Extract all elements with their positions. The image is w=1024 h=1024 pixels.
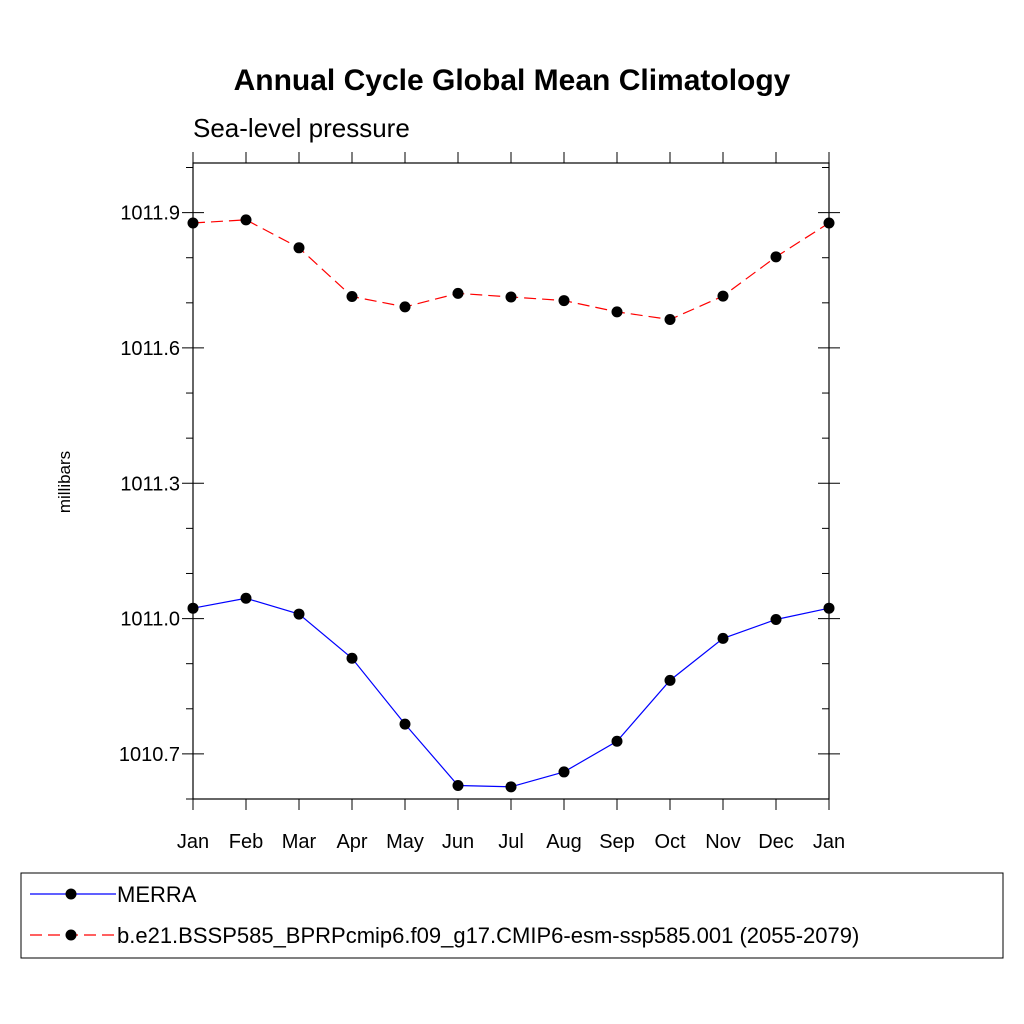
x-tick-label: May	[386, 831, 424, 853]
data-point-series-0	[240, 592, 252, 604]
data-point-series-1	[664, 314, 676, 326]
y-tick-label: 1011.9	[120, 203, 180, 225]
data-point-series-1	[293, 242, 305, 254]
data-point-series-1	[558, 295, 570, 307]
data-point-series-1	[346, 291, 358, 303]
y-tick-label: 1010.7	[119, 744, 180, 766]
data-point-series-1	[240, 214, 252, 226]
plot-frame	[192, 162, 830, 800]
data-point-series-0	[823, 602, 835, 614]
series-layer	[187, 214, 835, 793]
legend-label-merra: MERRA	[117, 882, 197, 907]
y-tick-label: 1011.0	[120, 609, 180, 631]
x-tick-label: Apr	[336, 831, 367, 853]
x-tick-label: Feb	[229, 831, 263, 853]
data-point-series-1	[505, 291, 517, 303]
series-line-1	[192, 219, 830, 321]
data-point-series-0	[452, 779, 464, 791]
legend-marker-model	[65, 929, 77, 941]
data-point-series-1	[187, 217, 199, 229]
x-tick-label: Sep	[599, 831, 635, 853]
y-axis-label: millibars	[55, 451, 74, 513]
y-tick-label: 1011.6	[120, 338, 180, 360]
x-tick-label: Jul	[498, 831, 524, 853]
chart-subtitle: Sea-level pressure	[193, 113, 410, 143]
data-point-series-0	[346, 652, 358, 664]
data-point-series-1	[399, 301, 411, 313]
data-point-series-1	[770, 251, 782, 263]
data-point-series-0	[293, 608, 305, 620]
data-point-series-0	[717, 632, 729, 644]
y-tick-label: 1011.3	[120, 473, 180, 495]
data-point-series-0	[187, 602, 199, 614]
legend-box	[20, 872, 1004, 959]
data-point-series-0	[664, 674, 676, 686]
data-point-series-0	[770, 613, 782, 625]
legend-label-model: b.e21.BSSP585_BPRPcmip6.f09_g17.CMIP6-es…	[117, 923, 859, 948]
x-tick-label: Jun	[442, 831, 474, 853]
x-tick-label: Jan	[177, 831, 209, 853]
x-tick-label: Dec	[758, 831, 794, 853]
data-point-series-1	[717, 290, 729, 302]
x-tick-label: Aug	[546, 831, 582, 853]
data-point-series-1	[823, 217, 835, 229]
axis-ticks: Jan Feb Mar Apr May Jun Jul Aug Sep Oct Nov Dec Jan 1…	[119, 152, 845, 853]
data-point-series-1	[611, 306, 623, 318]
data-point-series-1	[452, 287, 464, 299]
legend-marker-merra	[65, 888, 77, 900]
series-line-0	[192, 597, 830, 788]
data-point-series-0	[399, 718, 411, 730]
data-point-series-0	[611, 735, 623, 747]
x-tick-label: Oct	[654, 831, 686, 853]
x-tick-label: Mar	[282, 831, 317, 853]
x-tick-label: Nov	[705, 831, 741, 853]
chart-title: Annual Cycle Global Mean Climatology	[234, 64, 791, 97]
x-tick-label: Jan	[813, 831, 845, 853]
data-point-series-0	[505, 781, 517, 793]
data-point-series-0	[558, 766, 570, 778]
